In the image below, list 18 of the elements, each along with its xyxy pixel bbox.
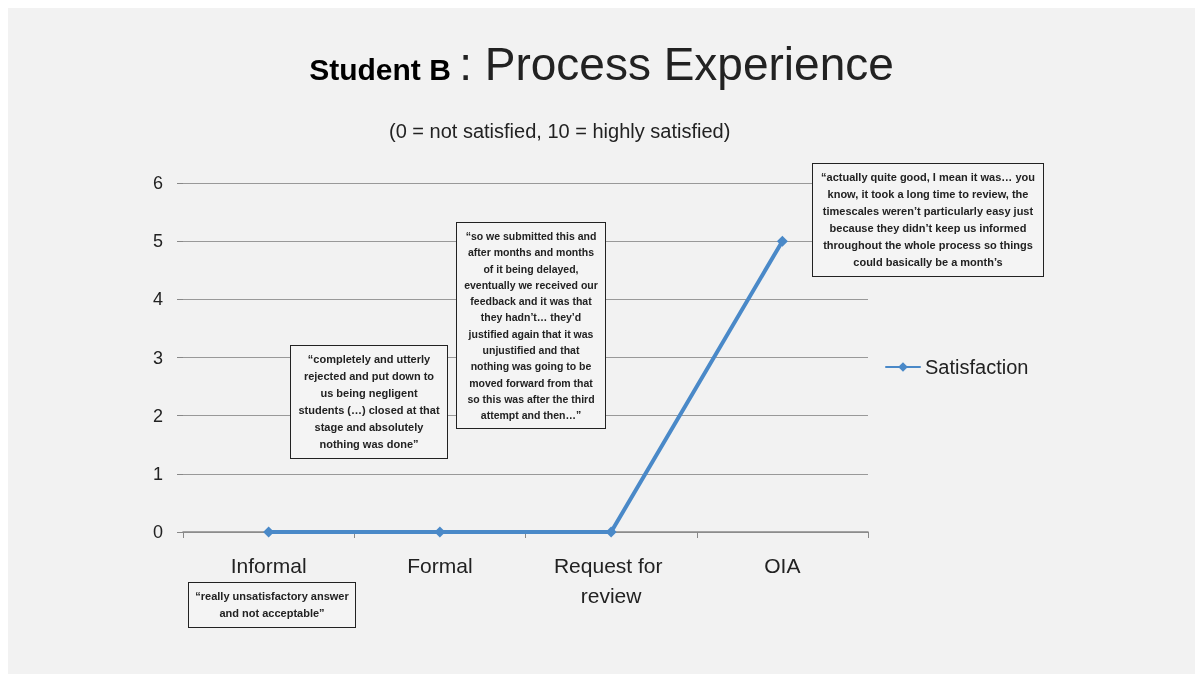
quote-box: “really unsatisfactory answer and not acceptable” [188,582,356,629]
y-tick-label: 5 [152,231,163,252]
x-tick-label: Formal [407,553,473,577]
x-tick-label: Informal [230,553,307,577]
chart-subtitle: (0 = not satisfied, 10 = highly satisfied) [389,120,731,142]
chart-title: Student B : Process Experience [309,38,894,90]
y-tick-label: 0 [152,522,163,542]
y-tick-label: 3 [152,347,163,368]
y-tick-label: 2 [152,405,163,426]
quote-box: “completely and utterly rejected and put down to us being negligent students (…) closed at that stage and absolutely nothing was done” [290,345,448,460]
y-tick-label: 4 [152,289,163,310]
x-tick-label: Request for review [553,553,669,607]
y-tick-label: 6 [152,173,163,193]
legend-label: Satisfaction [925,356,1029,378]
x-tick-label: OIA [764,553,801,577]
y-tick-label: 1 [152,463,163,484]
quote-box: “so we submitted this and after months and months of it being delayed, eventually we received our feedback and it was that they hadn’t… they’d justified again that it was unjustified and that nothing was going to be moved forward from that so this was after the third attempt and then…” [456,222,606,430]
quote-box: “actually quite good, I mean it was… you know, it took a long time to review, the timescales weren’t particularly easy just because they didn’t keep us informed throughout the whole process so things could basically be a month’s [812,163,1044,278]
